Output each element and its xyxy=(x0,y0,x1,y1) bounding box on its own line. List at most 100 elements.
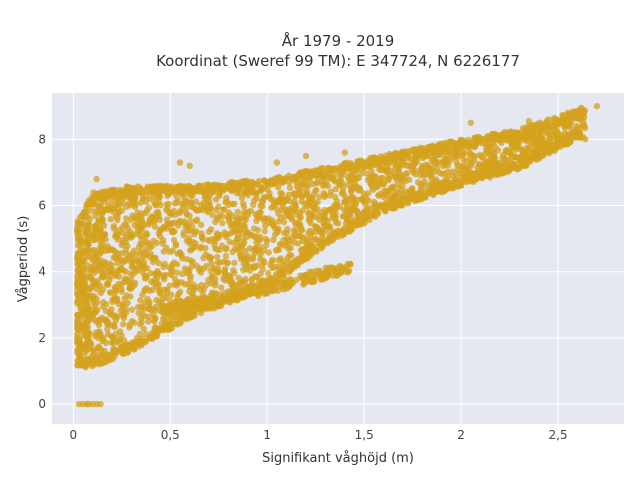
data-point xyxy=(153,239,161,247)
data-point xyxy=(535,146,542,153)
data-point xyxy=(291,173,298,181)
data-point xyxy=(85,339,93,347)
data-point xyxy=(89,256,96,264)
data-point xyxy=(227,273,234,280)
data-point xyxy=(104,326,111,333)
data-point xyxy=(371,154,378,161)
data-point xyxy=(489,149,497,156)
data-point xyxy=(347,220,354,227)
data-point xyxy=(149,242,156,250)
data-point xyxy=(270,222,277,229)
data-point xyxy=(382,165,390,172)
data-point xyxy=(101,358,109,366)
data-point xyxy=(229,200,236,208)
data-point xyxy=(293,276,300,284)
data-point xyxy=(237,215,244,223)
data-point xyxy=(186,187,193,195)
data-point xyxy=(90,348,98,356)
data-point xyxy=(486,144,493,151)
data-point xyxy=(243,233,250,241)
data-point xyxy=(189,203,196,211)
data-point xyxy=(87,198,95,206)
data-point xyxy=(108,305,115,313)
data-point xyxy=(196,267,203,274)
data-point xyxy=(267,195,274,202)
data-point xyxy=(74,357,81,365)
data-point xyxy=(545,116,552,123)
data-point xyxy=(577,134,584,141)
data-point xyxy=(362,170,369,177)
data-point xyxy=(460,173,467,181)
data-point xyxy=(104,203,112,210)
data-point xyxy=(524,154,532,161)
data-point xyxy=(118,288,125,295)
data-point xyxy=(410,146,417,153)
data-point xyxy=(114,250,121,257)
data-point xyxy=(484,133,491,140)
data-point xyxy=(87,357,95,364)
data-point xyxy=(142,338,149,345)
data-point xyxy=(326,223,334,230)
data-point xyxy=(399,189,406,197)
data-point xyxy=(430,145,437,152)
data-point xyxy=(323,274,330,281)
data-point xyxy=(388,203,395,210)
data-point xyxy=(242,216,249,223)
data-point xyxy=(219,219,226,227)
data-point xyxy=(412,171,419,178)
data-point xyxy=(363,212,371,220)
data-point xyxy=(138,247,145,255)
data-point xyxy=(93,355,101,362)
data-point xyxy=(331,230,338,237)
data-point xyxy=(454,152,462,160)
data-point xyxy=(294,183,301,190)
data-point xyxy=(222,252,230,260)
data-point xyxy=(198,230,205,237)
data-point xyxy=(233,183,240,190)
data-point xyxy=(360,198,368,206)
data-point xyxy=(293,205,300,212)
data-point xyxy=(516,156,523,163)
data-point xyxy=(339,188,346,195)
data-point xyxy=(311,213,319,220)
data-point xyxy=(151,316,158,323)
data-point xyxy=(371,178,379,185)
data-point xyxy=(347,188,355,195)
data-point xyxy=(474,174,482,181)
data-point xyxy=(341,149,348,156)
data-point xyxy=(121,220,128,228)
data-point xyxy=(140,325,147,332)
data-point xyxy=(193,216,201,223)
data-point xyxy=(174,250,181,257)
data-point xyxy=(378,174,386,181)
data-point xyxy=(371,212,378,219)
data-point xyxy=(111,284,119,291)
data-point xyxy=(496,133,503,140)
data-point xyxy=(384,174,391,182)
data-point xyxy=(441,155,448,162)
data-point xyxy=(101,195,109,202)
data-point xyxy=(339,180,346,187)
data-point xyxy=(466,150,473,158)
data-point xyxy=(389,184,397,191)
data-point xyxy=(138,319,145,326)
data-point xyxy=(280,270,287,277)
data-point xyxy=(240,210,247,218)
data-point xyxy=(224,259,231,266)
data-point xyxy=(351,183,358,190)
data-point xyxy=(396,172,403,179)
data-point xyxy=(394,181,401,188)
data-point xyxy=(354,221,361,228)
y-axis-title: Vågperiod (s) xyxy=(16,216,31,303)
data-point xyxy=(525,117,533,125)
data-point xyxy=(277,255,284,262)
data-point xyxy=(107,216,114,223)
data-point xyxy=(522,145,530,152)
data-point xyxy=(509,161,516,168)
data-point xyxy=(214,246,221,253)
data-point xyxy=(320,189,328,197)
data-point xyxy=(330,176,337,183)
data-point xyxy=(430,191,437,199)
data-point xyxy=(287,214,295,221)
data-point xyxy=(110,192,117,199)
